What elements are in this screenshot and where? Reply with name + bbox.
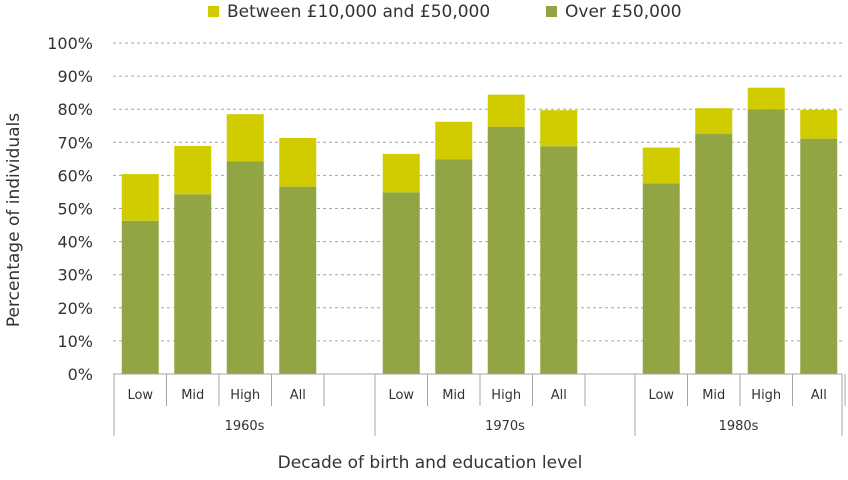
bar-segment xyxy=(800,138,838,374)
x-tick-label: Mid xyxy=(702,388,725,403)
bar-segment xyxy=(174,194,212,374)
legend-swatch xyxy=(208,6,219,17)
y-axis-title: Percentage of individuals xyxy=(4,113,24,327)
y-tick-label: 0% xyxy=(68,365,93,384)
bar-segment xyxy=(487,94,525,127)
y-axis: 0% 10% 20% 30% 40% 50% 60% 70% 80% 90% 100% xyxy=(47,34,93,384)
bar-segment xyxy=(279,186,317,374)
bar-segment xyxy=(121,220,159,374)
bar-segment xyxy=(121,174,159,221)
y-tick-label: 100% xyxy=(47,34,93,53)
bar-segment xyxy=(695,108,733,135)
x-tick-label: High xyxy=(230,388,260,403)
bar-segment xyxy=(226,161,264,374)
y-tick-label: 70% xyxy=(57,133,93,152)
y-tick-label: 50% xyxy=(57,200,93,219)
bar-segment xyxy=(540,146,578,374)
bar-segment xyxy=(174,145,212,195)
group-label: 1980s xyxy=(719,419,759,434)
gridlines xyxy=(113,42,842,342)
bar-segment xyxy=(747,109,785,374)
x-tick-label: Mid xyxy=(181,388,204,403)
x-tick-label: All xyxy=(290,388,306,403)
group-label: 1970s xyxy=(485,419,525,434)
legend: Between £10,000 and £50,000 Over £50,000 xyxy=(208,2,682,22)
x-tick-label: Low xyxy=(127,388,153,403)
bar-segment xyxy=(279,137,317,187)
x-tick-label: Mid xyxy=(442,388,465,403)
y-tick-label: 10% xyxy=(57,332,93,351)
bar-segment xyxy=(642,183,680,374)
bar-segment xyxy=(226,114,264,162)
legend-swatch xyxy=(546,6,557,17)
y-tick-label: 30% xyxy=(57,266,93,285)
y-tick-label: 60% xyxy=(57,166,93,185)
bar-segment xyxy=(435,159,473,374)
bar-segment xyxy=(800,109,838,139)
bar-segment xyxy=(435,121,473,160)
y-tick-label: 20% xyxy=(57,299,93,318)
bar-segment xyxy=(540,110,578,147)
x-tick-label: Low xyxy=(388,388,414,403)
bar-segment xyxy=(747,87,785,110)
legend-label: Over £50,000 xyxy=(565,2,682,22)
bar-segment xyxy=(695,134,733,374)
x-axis-title: Decade of birth and education level xyxy=(278,453,583,473)
x-tick-label: All xyxy=(811,388,827,403)
x-tick-label: Low xyxy=(648,388,674,403)
bar-segment xyxy=(642,147,680,184)
legend-label: Between £10,000 and £50,000 xyxy=(227,2,490,22)
x-tick-label: High xyxy=(751,388,781,403)
y-tick-label: 90% xyxy=(57,67,93,86)
bar-segment xyxy=(487,126,525,374)
y-tick-label: 80% xyxy=(57,100,93,119)
bars xyxy=(121,87,838,374)
y-tick-label: 40% xyxy=(57,233,93,252)
group-label: 1960s xyxy=(225,419,265,434)
bar-segment xyxy=(382,153,420,193)
bar-segment xyxy=(382,192,420,374)
x-tick-label: High xyxy=(491,388,521,403)
x-tick-label: All xyxy=(551,388,567,403)
x-axis: Low Mid High All Low Mid High All Low Mid High All 1… xyxy=(113,373,846,436)
